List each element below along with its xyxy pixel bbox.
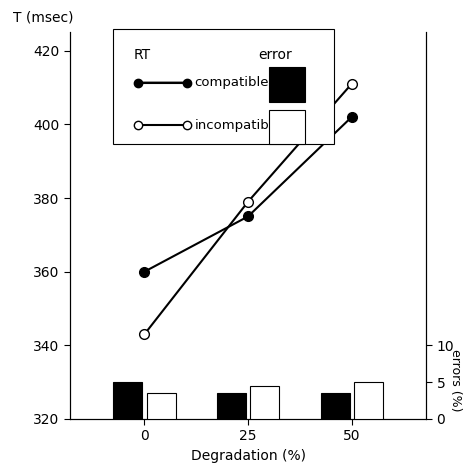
- Text: RT: RT: [134, 48, 151, 62]
- Bar: [320, 393, 349, 419]
- Bar: [217, 393, 246, 419]
- FancyBboxPatch shape: [113, 28, 334, 145]
- Text: compatible: compatible: [195, 76, 269, 89]
- Text: T (msec): T (msec): [13, 11, 73, 25]
- Bar: [113, 382, 142, 419]
- Text: error: error: [259, 48, 292, 62]
- Text: incompatible: incompatible: [195, 118, 282, 132]
- Bar: [269, 67, 305, 102]
- Bar: [354, 382, 383, 419]
- X-axis label: Degradation (%): Degradation (%): [191, 449, 306, 463]
- Bar: [250, 386, 279, 419]
- Bar: [146, 393, 175, 419]
- Y-axis label: errors (%): errors (%): [449, 349, 462, 411]
- Bar: [269, 109, 305, 145]
